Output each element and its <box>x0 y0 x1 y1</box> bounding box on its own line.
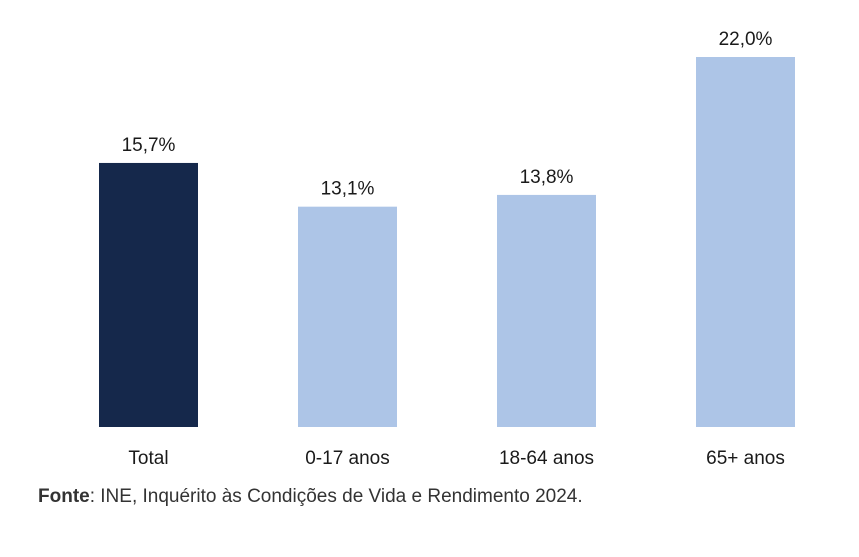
source-text: : INE, Inquérito às Condições de Vida e … <box>89 486 583 507</box>
data-label: 13,8% <box>520 167 574 188</box>
bar-0-17-anos <box>298 206 397 427</box>
source-label: Fonte <box>38 486 90 507</box>
data-label: 22,0% <box>719 29 773 50</box>
x-tick-label: 18-64 anos <box>499 448 594 469</box>
bar-total <box>99 162 198 428</box>
bar-18-64-anos <box>497 194 596 427</box>
data-label: 13,1% <box>321 179 375 200</box>
bar-chart: 15,7% Total 13,1% 0-17 anos 13,8% 18-64 anos 2… <box>99 29 795 469</box>
source-note: Fonte: INE, Inquérito às Condições de Vi… <box>38 486 583 508</box>
x-tick-label: 0-17 anos <box>305 448 390 469</box>
x-tick-label: 65+ anos <box>706 448 785 469</box>
x-tick-label: Total <box>128 448 168 469</box>
data-label: 15,7% <box>122 135 176 156</box>
bar-65-anos <box>696 57 795 427</box>
